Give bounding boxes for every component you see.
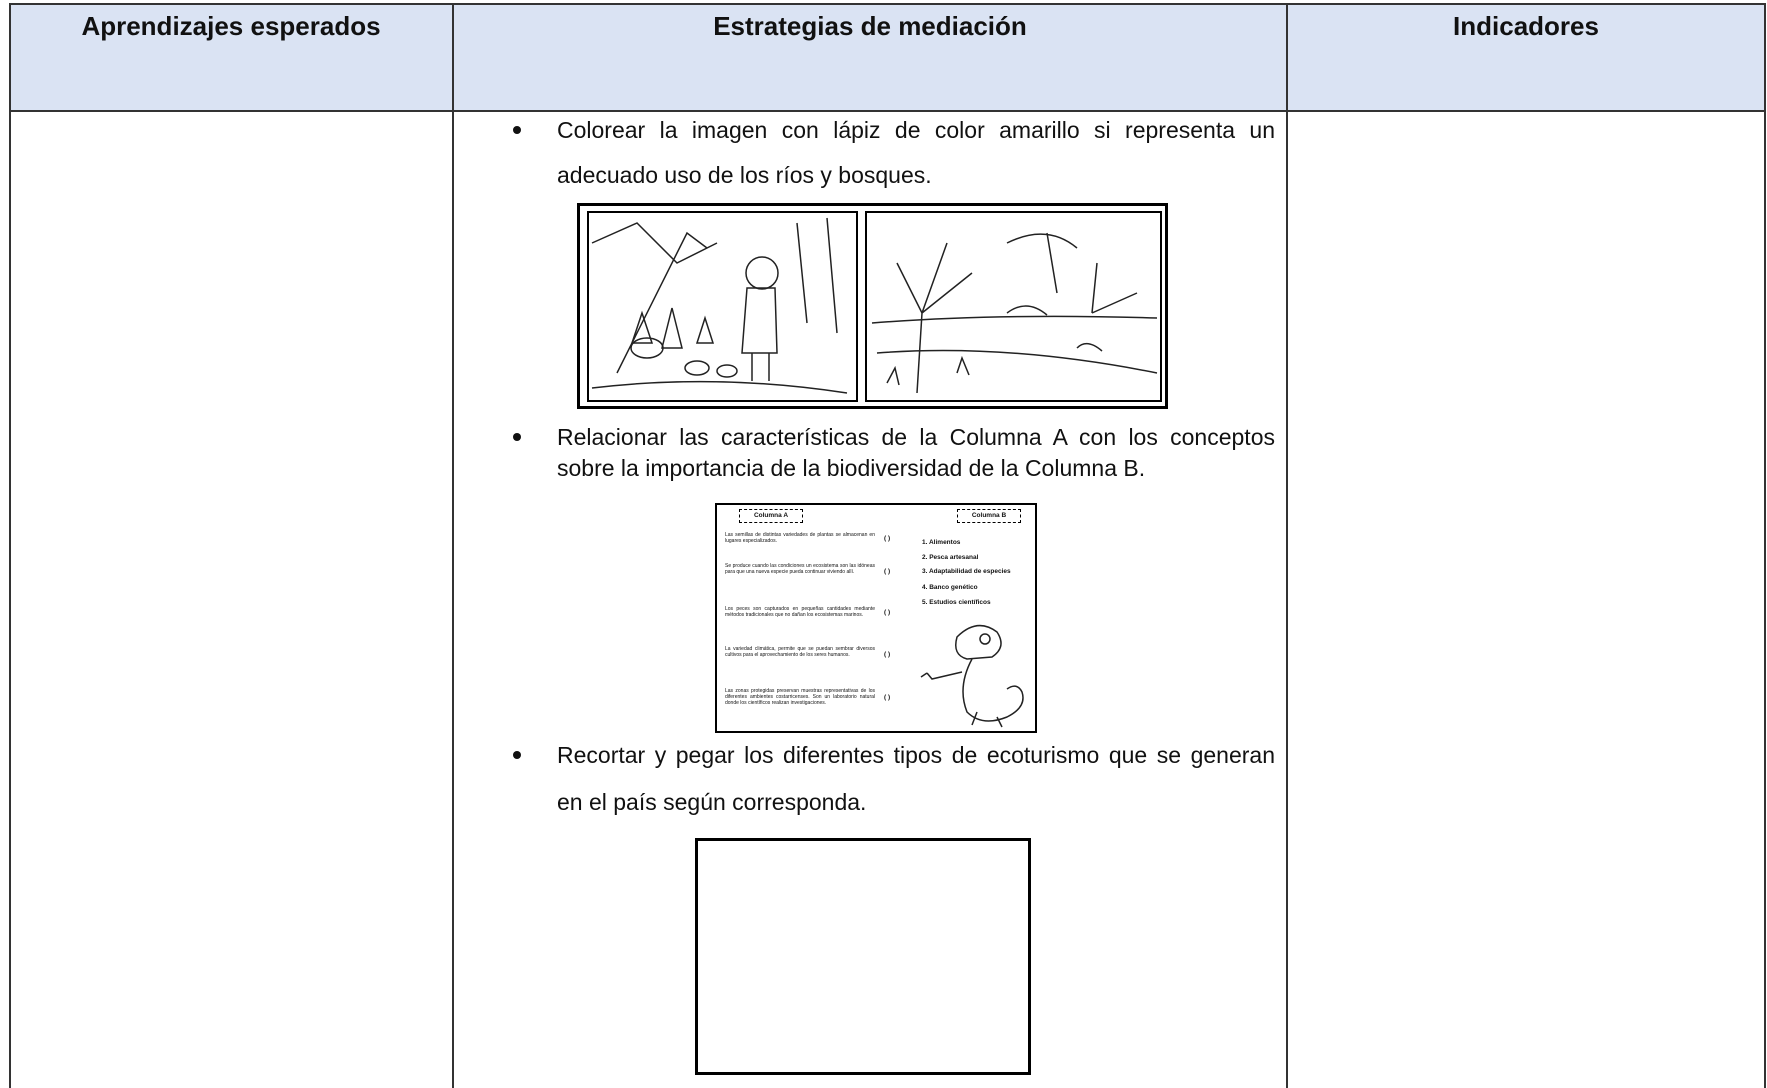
- border: [1764, 3, 1766, 1088]
- blank: ( ): [884, 694, 891, 701]
- border: [452, 3, 454, 1088]
- border: [1286, 3, 1288, 1088]
- column-a-item: Se produce cuando las condiciones un eco…: [725, 563, 875, 575]
- bullet: [513, 751, 521, 759]
- bullet: [513, 433, 521, 441]
- column-title: Columna B: [957, 509, 1021, 523]
- column-title: Columna A: [739, 509, 803, 523]
- column-b-item: 3. Adaptabilidad de especies: [922, 568, 1011, 575]
- blank: ( ): [884, 609, 891, 616]
- bullet: [513, 126, 521, 134]
- column-b-item: 2. Pesca artesanal: [922, 554, 979, 561]
- column-b-item: 1. Alimentos: [922, 539, 961, 546]
- column-a-item: La variedad climática, permite que se pu…: [725, 646, 875, 658]
- blank: ( ): [884, 651, 891, 658]
- blank: ( ): [884, 568, 891, 575]
- column-a-item: Las semillas de distintas variedades de …: [725, 532, 875, 544]
- header-row: [9, 3, 1765, 110]
- header-cell: Aprendizajes esperados: [81, 11, 381, 41]
- border: [9, 3, 11, 1088]
- strategy-text: Recortar y pegar los diferentes tipos de…: [557, 742, 1275, 815]
- chameleon-drawing: [920, 624, 1024, 728]
- blank: ( ): [884, 535, 891, 542]
- column-a-item: Los peces son capturados en pequeñas can…: [725, 606, 875, 618]
- column-b-item: 5. Estudios científicos: [922, 599, 991, 606]
- border: [9, 110, 1765, 112]
- paste-box: [695, 838, 1031, 1075]
- column-a-item: Las zonas protegidas preservan muestras …: [725, 688, 875, 706]
- strategy-text: Colorear la imagen con lápiz de color am…: [557, 117, 1275, 188]
- header-cell: Indicadores: [1453, 11, 1599, 41]
- worksheet: Columna A Columna B Las semillas de dist…: [715, 503, 1037, 733]
- strategy-text: Relacionar las características de la Col…: [557, 424, 1275, 481]
- illustration: [577, 203, 1168, 409]
- header-cell: Estrategias de mediación: [713, 11, 1027, 41]
- column-b-item: 4. Banco genético: [922, 584, 978, 591]
- border: [9, 3, 1765, 5]
